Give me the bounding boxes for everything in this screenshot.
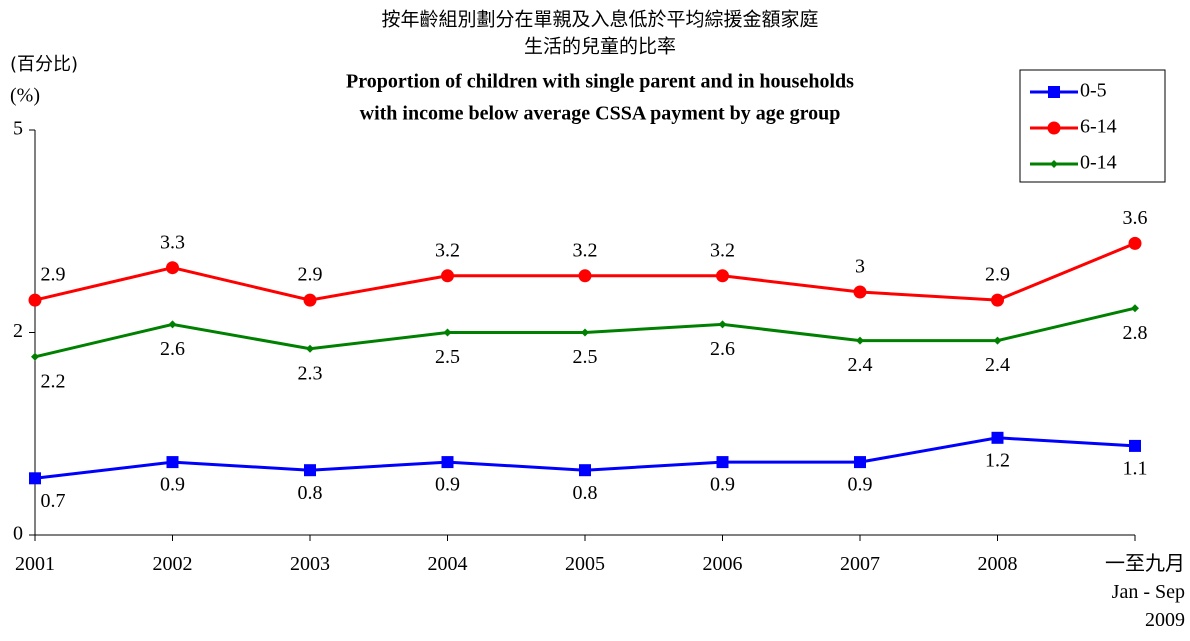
marker [441, 456, 454, 469]
data-label: 0.9 [710, 474, 735, 496]
data-label: 3.2 [573, 239, 598, 261]
marker [304, 464, 316, 477]
marker [854, 456, 866, 469]
marker [993, 336, 1002, 345]
data-label: 2.3 [298, 362, 323, 384]
legend-marker [1050, 160, 1058, 168]
x-tick-label: 2005 [565, 553, 605, 575]
y-axis-label-en: (%) [10, 85, 40, 107]
data-label: 2.6 [160, 338, 185, 360]
marker [991, 431, 1004, 444]
data-label: 0.8 [573, 482, 598, 504]
data-label: 3 [855, 256, 865, 278]
data-label: 2.4 [848, 354, 873, 376]
data-label: 3.3 [160, 231, 185, 253]
data-label: 2.9 [298, 264, 323, 286]
data-label: 0.9 [160, 474, 185, 496]
data-label: 1.1 [1123, 457, 1148, 479]
marker [581, 328, 589, 337]
x-tick-label: 2006 [702, 553, 743, 575]
data-label: 3.2 [710, 239, 735, 261]
data-label: 2.9 [41, 264, 66, 286]
data-label: 0.7 [41, 490, 66, 512]
marker [166, 261, 179, 275]
marker [716, 269, 729, 283]
y-tick-label: 5 [13, 118, 23, 140]
x-tick-label: 2002 [152, 553, 193, 575]
marker [443, 328, 452, 337]
data-label: 2.6 [710, 338, 735, 360]
marker [991, 293, 1004, 307]
data-label: 2.2 [41, 370, 66, 392]
legend-label: 0-14 [1080, 152, 1117, 174]
marker [716, 456, 729, 469]
marker [579, 464, 591, 477]
x-tick-label: 2003 [290, 553, 330, 575]
marker [1131, 304, 1139, 313]
marker [168, 320, 177, 329]
marker [1129, 439, 1141, 452]
data-label: 1.2 [985, 449, 1010, 471]
marker [578, 269, 592, 283]
marker [28, 293, 42, 307]
legend-label: 0-5 [1080, 80, 1107, 102]
data-label: 2.5 [435, 346, 460, 368]
y-tick-label: 2 [13, 320, 23, 342]
marker [31, 352, 39, 361]
marker [718, 320, 727, 329]
legend-label: 6-14 [1080, 116, 1117, 138]
data-label: 2.8 [1123, 322, 1148, 344]
marker [853, 285, 867, 299]
data-label: 2.5 [573, 346, 598, 368]
data-label: 2.9 [985, 264, 1010, 286]
marker [1128, 236, 1142, 250]
y-tick-label: 0 [13, 523, 23, 545]
data-label: 3.6 [1123, 207, 1148, 229]
x-tick-label: 2004 [427, 553, 468, 575]
y-axis-label: (百分比) [10, 54, 78, 75]
marker [29, 472, 41, 485]
data-label: 3.2 [435, 239, 460, 261]
marker [166, 456, 179, 469]
x-tick-label: 2008 [977, 553, 1018, 575]
data-label: 0.9 [435, 474, 460, 496]
chart-subtitle: 生活的兒童的比率 [524, 36, 676, 58]
marker [856, 336, 864, 345]
data-label: 2.4 [985, 354, 1010, 376]
data-label: 0.8 [298, 482, 323, 504]
data-label: 0.9 [848, 474, 873, 496]
chart-title-en: Proportion of children with single paren… [346, 71, 854, 93]
x-tick-label: 2007 [840, 553, 880, 575]
marker [441, 269, 454, 283]
legend-marker [1048, 86, 1060, 98]
chart-title: 按年齡組別劃分在單親及入息低於平均綜援金額家庭 [381, 9, 818, 31]
marker [306, 344, 314, 353]
chart-subtitle-en: with income below average CSSA payment b… [360, 103, 841, 125]
x-tick-label: 一至九月 Jan - Sep 2009 [1105, 553, 1185, 631]
marker [303, 293, 317, 307]
x-tick-label: 2001 [15, 553, 55, 575]
legend-marker [1047, 121, 1061, 135]
